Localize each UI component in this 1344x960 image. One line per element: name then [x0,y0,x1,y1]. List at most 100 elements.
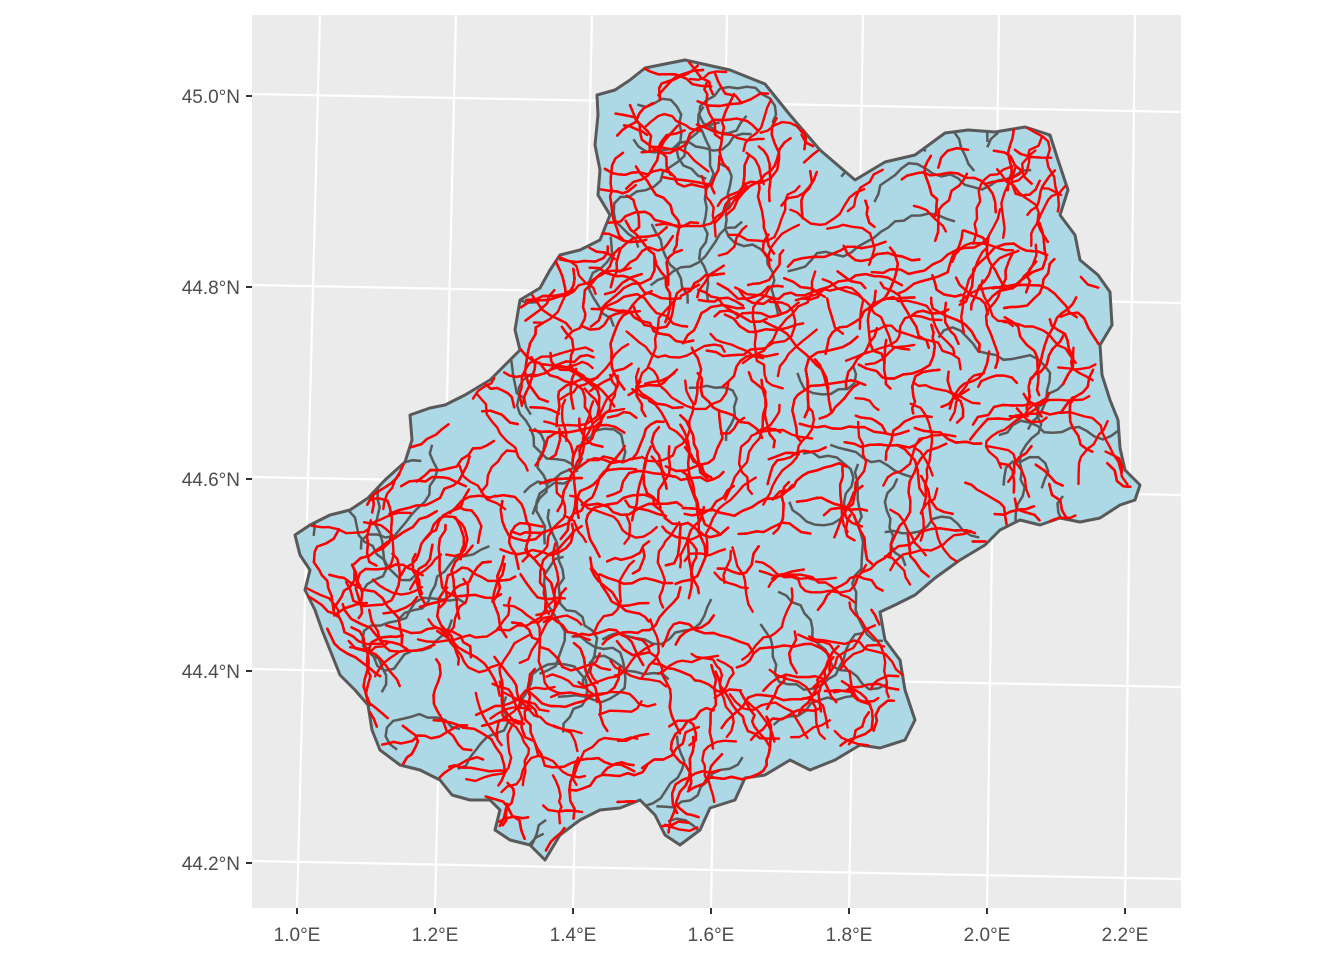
road-segment [943,301,960,345]
commune-boundary [719,162,780,316]
commune-boundary [384,712,461,751]
road-segment [854,414,887,434]
x-tick-label-1-6: 1.6°E [688,925,735,946]
road-segment [409,423,450,449]
road-segment [557,245,609,264]
road-segment [439,566,517,609]
road-segment [382,463,405,511]
road-segment [545,673,618,689]
road-segment [802,149,819,164]
road-segment [365,519,378,567]
road-segment [523,321,549,403]
road-segment [625,124,679,190]
road-segment [789,719,831,739]
road-segment [438,756,485,779]
road-segment [714,670,781,740]
road-segment [530,615,591,642]
road-segment [609,659,668,688]
commune-boundary [612,121,721,248]
road-segment [758,568,805,578]
road-segment [606,410,638,419]
road-segment [844,327,879,389]
road-segment [491,555,505,603]
commune-boundary [361,596,467,693]
road-segment [984,135,1044,186]
road-segment [727,185,801,243]
road-segment [688,61,714,96]
road-segment [946,370,965,424]
road-segment [906,533,930,578]
road-segment [458,464,507,511]
road-segment [572,628,645,667]
road-segment [491,682,546,766]
road-segment [690,346,703,405]
road-segment [940,388,970,409]
road-segment [762,673,838,704]
road-segment [446,577,470,636]
parallel-44-2 [251,859,1182,881]
road-segment [480,718,526,727]
road-segment [578,417,604,448]
road-segment [436,586,460,666]
road-segment [800,272,904,301]
road-segment [870,608,881,626]
road-segment [656,445,672,509]
road-segment [735,642,831,673]
road-segment [757,145,772,203]
road-segment [738,287,824,305]
road-segment [591,373,618,436]
road-segment [436,629,501,697]
road-segment [839,643,886,671]
road-segment [701,739,738,804]
road-segment [1007,444,1033,483]
road-segment [681,483,794,517]
road-segment [984,251,1014,369]
y-tick-label-44-2: 44.2°N [182,854,240,875]
road-segment [627,371,676,397]
road-segment [767,223,800,269]
road-segment [766,446,827,486]
road-segment [889,529,972,572]
road-segment [1034,463,1064,487]
road-segment [802,129,808,151]
y-tick-label-45-0: 45.0°N [182,87,240,108]
road-segment [762,405,816,506]
road-segment [543,756,636,773]
road-segment [644,112,702,133]
road-segment [843,437,924,449]
road-segment [589,362,633,393]
road-segment [416,596,512,644]
road-segment [919,474,954,515]
road-segment [857,323,937,380]
road-segment [705,347,766,358]
road-segment [519,348,593,382]
road-segment [605,540,651,563]
commune-boundary [636,97,707,180]
road-segment [1049,514,1077,523]
road-segment [667,802,678,834]
road-segment [647,366,730,411]
road-segment [808,635,904,677]
road-segment [531,294,573,331]
road-segment [843,484,864,528]
road-segment [1002,320,1077,364]
road-segment [554,260,568,297]
road-segment [640,618,660,680]
x-tick-label-1-8: 1.8°E [826,925,873,946]
commune-boundary [688,384,739,441]
road-segment [599,184,637,195]
road-segment [381,724,469,746]
road-segment [593,559,635,634]
road-segment [614,112,672,177]
road-segment [679,533,704,569]
road-segment [519,573,566,601]
road-segment [759,120,804,135]
road-segment [864,199,876,228]
y-tick-label-44-4: 44.4°N [182,662,240,683]
road-segment [502,604,565,695]
y-axis: 45.0°N 44.8°N 44.6°N 44.4°N 44.2°N [182,87,252,875]
road-segment [840,680,880,703]
road-segment [884,414,933,461]
road-segment [658,117,759,155]
